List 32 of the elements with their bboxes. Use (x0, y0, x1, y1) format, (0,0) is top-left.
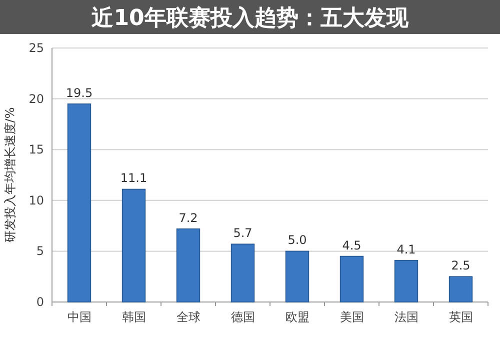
y-tick-label: 5 (36, 244, 44, 258)
bar (67, 103, 92, 302)
x-tick-label: 德国 (230, 310, 255, 324)
x-tick-label: 法国 (394, 310, 418, 324)
y-tick-label: 25 (28, 41, 44, 55)
data-label: 2.5 (451, 258, 470, 273)
bar (122, 188, 146, 302)
x-tick-label: 全球 (176, 310, 200, 324)
data-label: 4.1 (396, 242, 416, 256)
data-label: 5.0 (288, 233, 307, 248)
x-tick-label: 美国 (340, 310, 364, 324)
data-label: 4.5 (342, 238, 362, 252)
y-tick-label: 0 (36, 295, 44, 309)
y-tick-label: 20 (28, 92, 44, 106)
x-tick-label: 韩国 (122, 310, 146, 324)
bar (340, 256, 364, 302)
data-label: 5.7 (233, 226, 252, 240)
chart-title: 近10年联赛投入趋势：五大发现 (90, 5, 410, 31)
x-tick-label: 中国 (67, 310, 92, 324)
y-tick-label: 15 (28, 142, 44, 157)
bar (394, 260, 418, 302)
data-label: 7.2 (178, 210, 198, 225)
bar (285, 250, 310, 302)
y-tick-label: 10 (28, 193, 44, 208)
data-label: 11.1 (120, 171, 148, 186)
data-label: 19.5 (66, 86, 93, 100)
x-tick-label: 欧盟 (285, 310, 310, 324)
bar (448, 276, 473, 302)
bar (176, 228, 200, 302)
bar (230, 244, 255, 302)
y-axis-title: 研发投入年均增长速度/% (3, 107, 17, 243)
x-tick-label: 英国 (448, 310, 473, 324)
